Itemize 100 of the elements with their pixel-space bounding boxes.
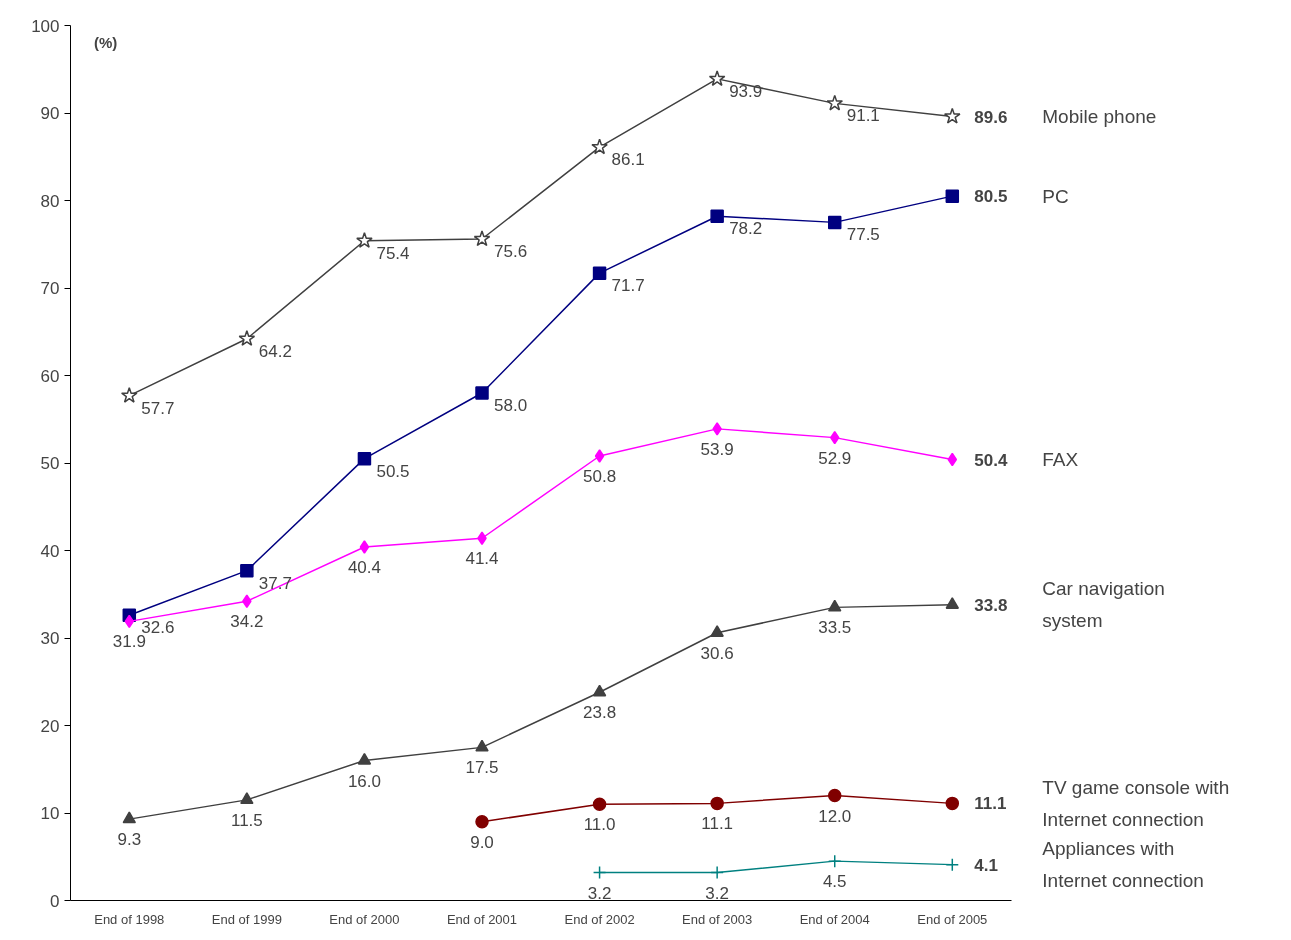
data-label: 93.9: [729, 81, 763, 101]
point: [710, 865, 724, 880]
data-label: 50.8: [583, 467, 617, 486]
data-label: 57.7: [141, 398, 175, 418]
data-label: 31.9: [112, 632, 146, 652]
data-label: 80.5: [974, 187, 1008, 207]
point: [357, 752, 372, 765]
data-label: 89.6: [974, 107, 1008, 127]
y-tick-label: 70: [40, 279, 60, 298]
point: [945, 189, 960, 203]
data-label: 4.1: [974, 855, 998, 875]
data-label: 9.0: [470, 832, 494, 852]
data-label: 58.0: [494, 396, 528, 415]
point: [826, 94, 844, 111]
point: [708, 70, 726, 87]
x-tick-label: End of 1999: [211, 911, 282, 927]
point: [124, 614, 135, 629]
point: [827, 854, 842, 868]
y-tick-label: 20: [40, 716, 60, 736]
data-label: 50.4: [974, 450, 1008, 470]
y-tick-label: 100: [31, 16, 60, 36]
y-tick-label: 0: [50, 891, 60, 911]
data-label: 64.2: [258, 341, 292, 361]
x-tick-label: End of 2001: [446, 911, 518, 927]
data-label: 71.7: [611, 276, 645, 296]
text: FAX: [1042, 449, 1079, 470]
data-label: 37.7: [258, 573, 292, 593]
text: Car navigation system: [1042, 578, 1165, 632]
point: [591, 138, 608, 155]
point: [238, 330, 256, 346]
data-label: 3.2: [705, 883, 729, 903]
data-label: 75.4: [376, 243, 410, 263]
text: Mobile phone: [1042, 106, 1157, 127]
data-label: 52.9: [818, 448, 852, 468]
x-tick-label: End of 2000: [329, 911, 400, 927]
y-tick-label: 80: [40, 191, 60, 211]
y-tick-label: 10: [40, 804, 60, 823]
data-label: 11.1: [974, 794, 1007, 814]
point: [710, 796, 724, 811]
y-tick-label: 40: [40, 541, 60, 561]
point: [592, 266, 607, 280]
point: [592, 865, 607, 880]
point: [594, 449, 605, 463]
y-axis-title: (%): [94, 33, 118, 51]
point: [592, 797, 607, 811]
x-tick-label: End of 2002: [564, 911, 635, 927]
point: [356, 232, 373, 248]
data-label: 17.5: [465, 758, 499, 778]
point: [475, 386, 489, 400]
point: [827, 788, 842, 803]
data-label: 33.8: [974, 595, 1008, 615]
data-label: 16.0: [347, 771, 381, 791]
y-tick-label: 90: [40, 104, 60, 123]
point: [592, 684, 607, 697]
data-label: 33.5: [818, 618, 852, 638]
point: [945, 857, 960, 872]
data-label: 86.1: [611, 150, 645, 170]
data-label: 4.5: [822, 872, 847, 892]
data-label: 11.5: [230, 810, 263, 830]
x-tick-label: End of 2003: [682, 911, 753, 927]
text: PC: [1042, 185, 1069, 207]
data-label: 41.4: [465, 549, 499, 569]
point: [827, 215, 842, 230]
data-label: 12.0: [818, 806, 852, 826]
data-label: 30.6: [700, 643, 734, 663]
point: [359, 540, 370, 554]
point: [945, 796, 960, 811]
point: [240, 563, 254, 578]
point: [477, 531, 487, 545]
point: [947, 452, 958, 467]
y-tick-label: 60: [40, 366, 60, 386]
point: [240, 792, 254, 805]
point: [475, 739, 489, 752]
y-tick-label: 30: [40, 629, 60, 648]
point: [473, 230, 491, 247]
data-label: 77.5: [846, 225, 880, 245]
point: [357, 451, 372, 466]
y-tick-label: 50: [40, 454, 60, 473]
data-label: 78.2: [729, 219, 763, 239]
point: [120, 386, 138, 403]
x-tick-label: End of 2005: [917, 911, 988, 927]
point: [122, 811, 137, 824]
point: [712, 422, 722, 436]
data-label: 75.6: [494, 242, 528, 261]
point: [943, 107, 961, 124]
point: [827, 599, 842, 612]
x-tick-label: End of 1998: [94, 911, 165, 927]
data-label: 40.4: [347, 558, 381, 577]
point: [242, 594, 252, 608]
data-label: 53.9: [700, 439, 734, 459]
point: [829, 430, 840, 445]
text: TV game console with Internet connection: [1042, 776, 1230, 830]
data-label: 23.8: [583, 703, 617, 723]
data-label: 11.0: [583, 815, 616, 835]
data-label: 91.1: [846, 106, 880, 126]
data-label: 9.3: [117, 830, 142, 850]
text: Appliances with Internet connection: [1042, 838, 1204, 892]
data-label: 3.2: [587, 883, 612, 903]
point: [710, 625, 724, 637]
data-label: 11.1: [701, 814, 734, 834]
